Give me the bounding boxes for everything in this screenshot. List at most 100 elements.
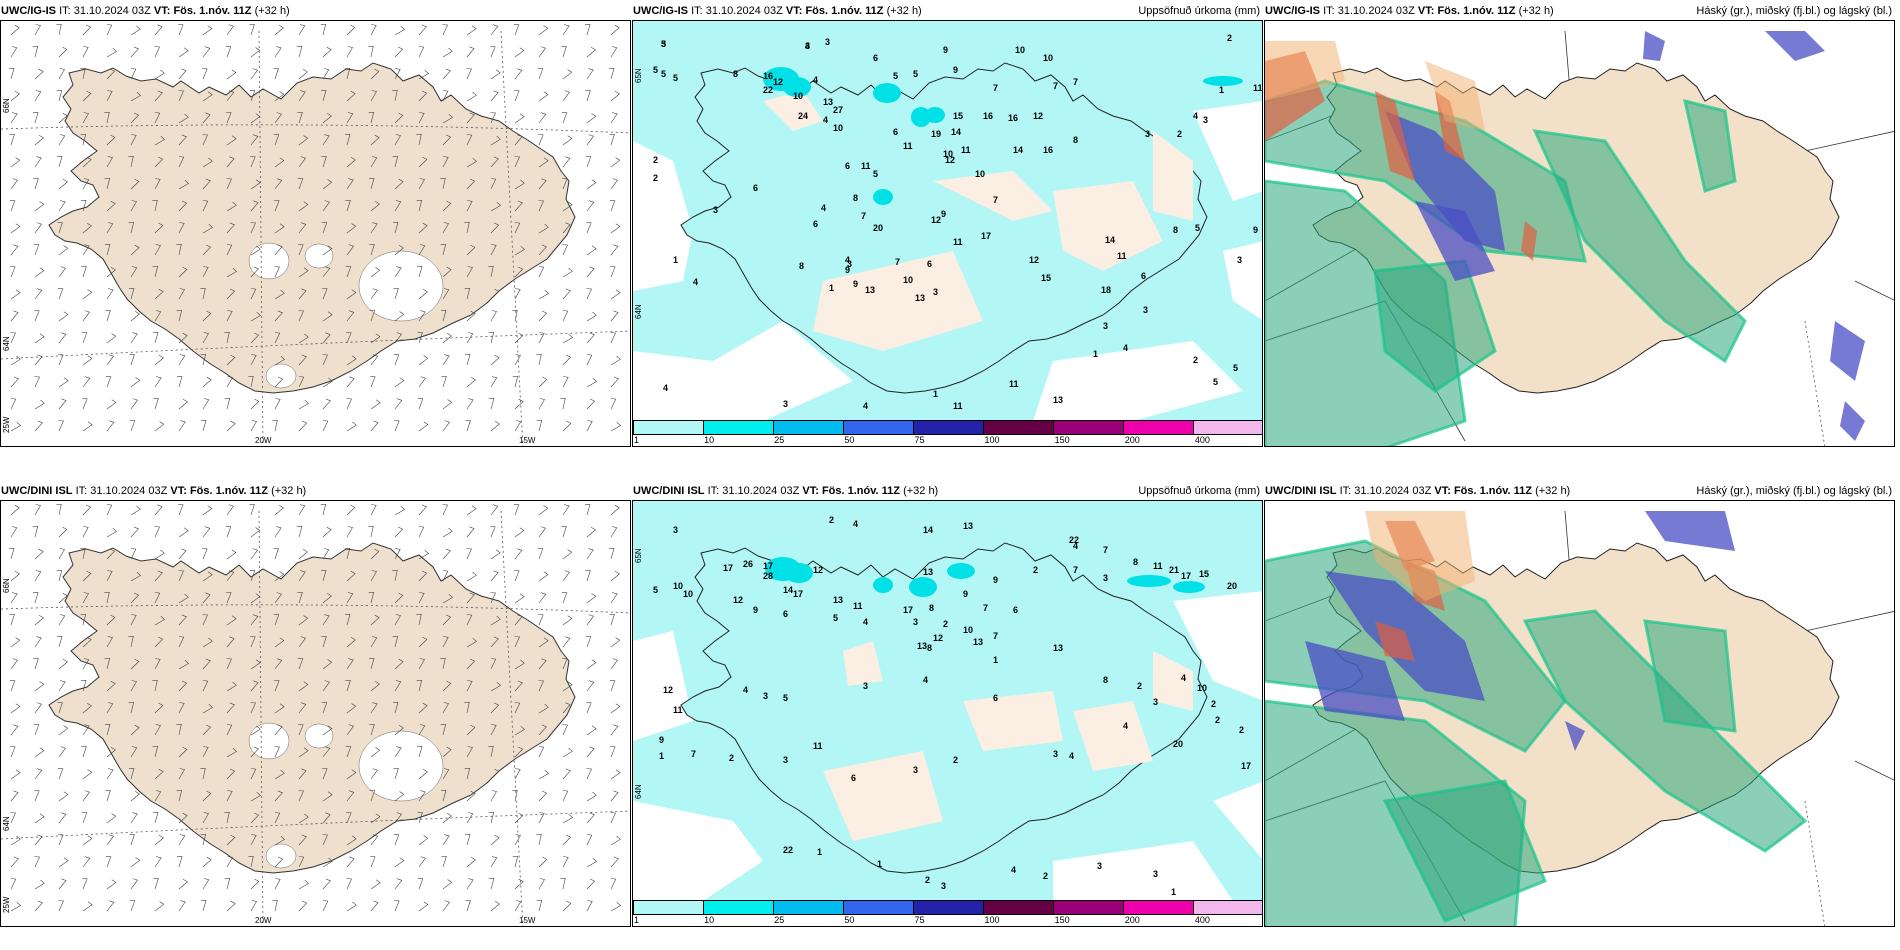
wind-barb <box>346 878 352 890</box>
precip-value-label: 3 <box>1097 861 1102 871</box>
wind-barb <box>202 244 212 256</box>
wind-barb <box>586 420 593 432</box>
wind-barb <box>202 200 209 212</box>
lon-label-east: 15W <box>519 916 536 925</box>
wind-barb <box>58 398 67 410</box>
wind-barb <box>514 593 525 604</box>
wind-barb <box>298 156 306 168</box>
wind-barb <box>274 724 283 736</box>
wind-barb <box>370 747 381 758</box>
wind-barb <box>440 243 447 256</box>
wind-barb <box>272 899 278 912</box>
wind-barb <box>560 877 566 890</box>
wind-barb <box>514 332 524 344</box>
wind-barb <box>298 724 304 736</box>
wind-barb <box>490 526 496 538</box>
wind-barb <box>609 614 615 626</box>
wind-barb <box>82 178 90 190</box>
precip-value-label: 12 <box>813 565 823 575</box>
grid-line <box>1 330 630 360</box>
wind-barb <box>298 549 308 560</box>
precip-value-label: 3 <box>933 287 938 297</box>
wind-barb <box>394 725 404 736</box>
wind-barb <box>82 526 89 538</box>
lat-label-north: 65N <box>634 68 643 83</box>
wind-barb <box>322 812 331 824</box>
wind-barb <box>512 789 518 802</box>
wind-barb <box>538 878 545 890</box>
wind-barb <box>250 702 256 714</box>
wind-barb <box>274 223 285 234</box>
wind-barb <box>322 725 333 736</box>
wind-barb <box>250 200 259 212</box>
wind-barb <box>202 856 212 868</box>
wind-barb <box>224 331 230 344</box>
wind-barb <box>394 332 402 344</box>
wind-barb <box>466 200 473 212</box>
wind-barb <box>321 636 327 648</box>
panel-subtitle: Háský (gr.), miðský (fj.bl.) og lágský (… <box>1696 5 1892 17</box>
precip-value-label: 4 <box>821 203 826 213</box>
wind-barb <box>178 288 185 300</box>
wind-barb <box>250 659 261 670</box>
wind-barb <box>322 398 331 410</box>
wind-barb <box>106 548 116 560</box>
wind-barb <box>226 135 237 146</box>
wind-barb <box>200 900 207 912</box>
wind-barb <box>610 878 617 890</box>
wind-barb <box>298 90 306 102</box>
wind-barb <box>490 135 501 146</box>
wind-barb <box>106 527 118 538</box>
wind-barb <box>490 288 500 300</box>
wind-barb <box>226 900 236 912</box>
legend-color-cell <box>703 900 773 915</box>
wind-barb <box>9 134 15 146</box>
wind-barb <box>393 354 400 366</box>
wind-barb <box>106 879 117 890</box>
legend-tick-label: 100 <box>984 915 1000 925</box>
heavy-precip-area <box>1173 581 1205 593</box>
precip-value-label: 4 <box>805 41 810 51</box>
wind-barb <box>34 747 45 758</box>
precip-value-label: 13 <box>865 285 875 295</box>
wind-barb <box>370 548 380 560</box>
wind-barb <box>226 615 237 626</box>
wind-barb <box>610 790 619 802</box>
wind-barb <box>154 355 164 366</box>
wind-barb <box>514 768 521 780</box>
wind-barb <box>250 288 257 300</box>
wind-barb <box>538 505 549 516</box>
wind-barb <box>610 310 619 322</box>
wind-barb <box>346 637 356 648</box>
wind-barb <box>226 69 237 80</box>
wind-barb <box>586 245 597 256</box>
wind-barb <box>514 420 522 432</box>
precip-value-label: 11 <box>1117 251 1127 261</box>
wind-barb <box>10 769 21 780</box>
wind-barb <box>130 571 142 582</box>
precip-value-label: 12 <box>931 215 941 225</box>
wind-barb <box>154 702 164 714</box>
wind-barb <box>82 355 93 366</box>
wind-barb <box>394 266 402 278</box>
wind-barb <box>10 592 18 604</box>
wind-barb <box>562 201 573 212</box>
precip-value-label: 3 <box>1103 321 1108 331</box>
wind-barb <box>490 90 499 102</box>
wind-barb <box>610 376 619 388</box>
wind-barb <box>610 658 618 670</box>
wind-barb <box>274 592 282 604</box>
wind-barb <box>250 354 257 366</box>
wind-barb <box>106 156 113 168</box>
wind-barb <box>58 354 64 366</box>
wind-barb <box>250 680 259 692</box>
wind-barb <box>226 376 233 388</box>
wind-barb <box>418 835 429 846</box>
wind-barb <box>346 289 357 300</box>
precip-value-label: 2 <box>1177 129 1182 139</box>
wind-barb <box>178 812 188 824</box>
wind-barb <box>226 856 233 868</box>
wind-barb <box>202 266 209 278</box>
wind-barb <box>152 679 158 692</box>
wind-barb <box>178 548 187 560</box>
